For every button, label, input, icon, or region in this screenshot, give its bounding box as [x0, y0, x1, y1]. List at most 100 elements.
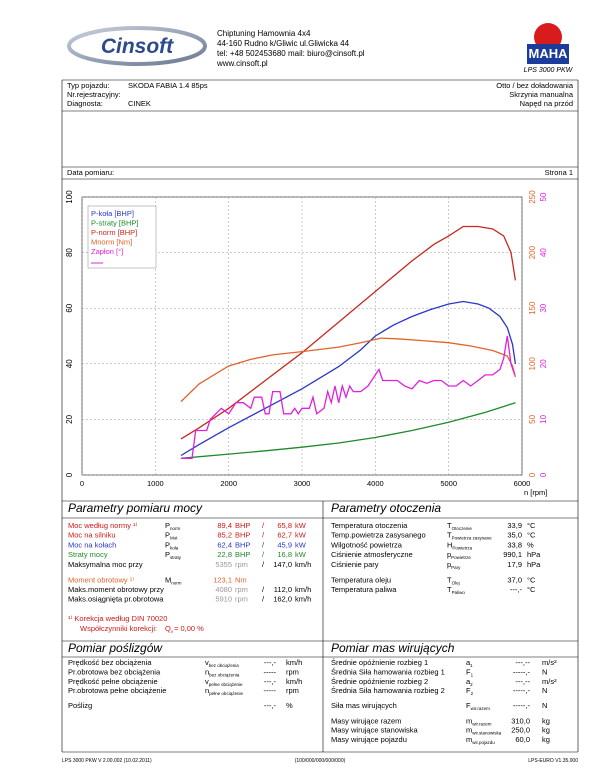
footer-center: (100/000/000/000/000) [295, 758, 346, 764]
symbol: Mnorm [165, 575, 182, 585]
row-unit: °C [527, 575, 536, 584]
vehicle-value: CINEK [128, 99, 151, 108]
panel-title: Pomiar poślizgów [68, 641, 163, 655]
row-label: Siła mas wirujących [331, 701, 397, 710]
row-value: -----,- [513, 667, 531, 676]
vehicle-value: SKODA FABIA 1.4 85ps [128, 81, 208, 90]
row-value: ---,- [264, 677, 277, 686]
y-tick-label: 150 [528, 301, 537, 315]
row-label: Straty mocy [68, 550, 108, 559]
company-line: 44-160 Rudno k/Gliwic ul.Gliwicka 44 [217, 39, 350, 48]
row-value: 123,1 [213, 575, 232, 584]
symbol: Qv [165, 624, 174, 634]
row-value: 37,0 [507, 575, 522, 584]
y-tick-label: 250 [528, 190, 537, 204]
row-unit: rpm [286, 686, 299, 695]
symbol-main: v [205, 658, 209, 667]
row-value: 33,8 [507, 540, 522, 549]
row-label: Pr.obrotowa pełne obciążenie [68, 686, 166, 695]
row-label: Masy wirujące pojazdu [331, 735, 407, 744]
maha-box [527, 44, 569, 64]
y-tick-label: 10 [539, 414, 548, 423]
row-unit: kW [295, 531, 307, 540]
row-label: Prędkość pełne obciążenie [68, 677, 158, 686]
company-line: tel: +48 502453680 mail: biuro@cinsoft.p… [217, 49, 365, 58]
row-value: ----- [264, 686, 277, 695]
row-value: 16,8 [277, 550, 292, 559]
row-unit: rpm [286, 667, 299, 676]
x-tick-label: 2000 [220, 479, 237, 488]
row-label: Moment obrotowy ¹⁾ [68, 575, 134, 584]
symbol: HPowietrza [447, 540, 473, 550]
row-label: Ciśnienie atmosferyczne [331, 550, 413, 559]
symbol-main: a [466, 677, 471, 686]
row-value: 4080 [215, 585, 232, 594]
row-label: Temperatura oleju [331, 575, 391, 584]
y-tick-label: 200 [528, 245, 537, 259]
row-unit: BHP [235, 550, 250, 559]
symbol-sub: Powietrza zasysane [452, 536, 493, 541]
symbol: nbez obciążenia [205, 667, 240, 677]
row-value: 990,1 [503, 550, 522, 559]
x-tick-label: 6000 [514, 479, 531, 488]
vehicle-info: Skrzynia manualna [509, 90, 574, 99]
symbol-sub: Powietrze [451, 555, 471, 560]
row-value: ---,-- [515, 658, 530, 667]
y-tick-label: 50 [528, 414, 537, 423]
row-unit: rpm [235, 595, 248, 604]
row-unit: km/h [295, 560, 311, 569]
row-label: Średnie opóźnienie rozbieg 1 [331, 658, 428, 667]
symbol-main: P [165, 540, 170, 549]
vehicle-label: Nr.rejestracyjny: [67, 90, 121, 99]
row-unit: N [542, 701, 547, 710]
row-unit: kg [542, 726, 550, 735]
symbol: Pkoła [165, 540, 179, 550]
row-unit: rpm [235, 585, 248, 594]
symbol-main: p [447, 550, 451, 559]
symbol-sub: bez obciążenia [209, 672, 240, 677]
factor-value: = 0,00 % [174, 624, 204, 633]
row-label: Temperatura otoczenia [331, 521, 408, 530]
symbol-sub: 2 [471, 691, 474, 696]
row-sep: / [262, 531, 265, 540]
row-unit: km/h [295, 595, 311, 604]
symbol-main: T [447, 575, 452, 584]
row-unit: °C [527, 531, 536, 540]
row-label: Moc według normy ¹⁾ [68, 521, 138, 530]
row-unit: m/s² [542, 658, 557, 667]
symbol-sub: norm [170, 526, 181, 531]
symbol: TOtoczenie [447, 521, 472, 531]
row-label: Maksymalna moc przy [68, 560, 143, 569]
x-tick-label: 1000 [147, 479, 164, 488]
row-value: ---,- [264, 658, 277, 667]
y-tick-label: 0 [65, 472, 74, 477]
symbol-main: P [165, 521, 170, 530]
symbol-main: H [447, 540, 452, 549]
row-label: Masy wirujące razem [331, 716, 401, 725]
symbol-sub: 2 [470, 682, 473, 687]
row-sep: / [262, 540, 265, 549]
row-value: 17,9 [507, 560, 522, 569]
row-unit: N [542, 686, 547, 695]
row-unit: kW [295, 521, 307, 530]
symbol: mwir.pojazdu [466, 735, 495, 745]
y-tick-label: 60 [65, 303, 74, 312]
symbol: TPowietrza zasysane [447, 531, 492, 541]
symbol: Fwir.razem [466, 701, 490, 711]
model: LPS 3000 PKW [524, 67, 574, 74]
vehicle-label: Typ pojazdu: [67, 81, 110, 90]
y-tick-label: 50 [539, 192, 548, 201]
row-unit: km/h [295, 585, 311, 594]
symbol: mwir.stanowiska [466, 726, 502, 736]
row-label: Masy wirujące stanowiska [331, 726, 419, 735]
row-unit: BHP [235, 521, 250, 530]
footer-left: LPS 3000 PKW V 2.00.002 (10.02.2011) [62, 758, 152, 764]
symbol-main: T [447, 521, 452, 530]
y-tick-label: 30 [539, 303, 548, 312]
y-tick-label: 80 [65, 248, 74, 257]
y-tick-label: 20 [539, 359, 548, 368]
panel-title: Pomiar mas wirujących [331, 641, 455, 655]
row-value: ----- [264, 667, 277, 676]
symbol: Pnorm [165, 521, 181, 531]
